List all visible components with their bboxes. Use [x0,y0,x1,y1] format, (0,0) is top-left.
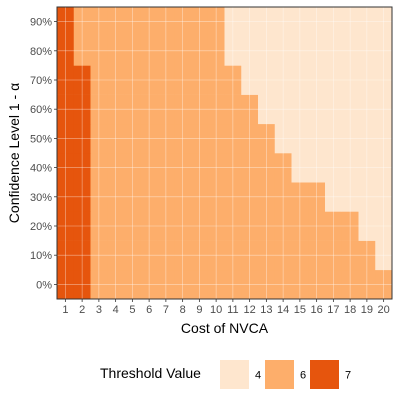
x-tick-label: 1 [62,304,68,316]
y-tick-label: 80% [30,46,52,58]
x-tick-label: 5 [129,304,135,316]
y-tick-label: 70% [30,75,52,87]
x-axis-title: Cost of NVCA [181,320,269,336]
x-tick-label: 9 [196,304,202,316]
legend-key-6 [265,360,294,389]
legend-key-7 [310,360,339,389]
legend-label: 6 [300,370,306,382]
x-axis-ticks: 1 2 3 4 5 6 7 8 9 10 11 12 13 14 15 16 17 18 19 20 [62,299,390,316]
y-tick-label: 0% [36,279,52,291]
legend-key-4 [220,360,249,389]
legend: Threshold Value 4 6 7 [100,360,351,389]
x-tick-label: 13 [260,304,272,316]
y-tick-label: 40% [30,163,52,175]
y-tick-label: 50% [30,133,52,145]
y-tick-label: 60% [30,104,52,116]
x-tick-label: 4 [113,304,119,316]
x-tick-label: 8 [180,304,186,316]
x-tick-label: 18 [344,304,356,316]
alpha-symbol: α [6,83,22,91]
x-tick-label: 10 [210,304,222,316]
x-tick-label: 6 [146,304,152,316]
y-tick-label: 30% [30,192,52,204]
x-tick-label: 17 [327,304,339,316]
y-tick-label: 10% [30,250,52,262]
y-axis-title: Confidence Level 1 - α [6,83,22,223]
legend-title: Threshold Value [100,365,201,381]
x-tick-label: 7 [163,304,169,316]
panel-border [56,6,393,300]
x-tick-label: 19 [361,304,373,316]
x-tick-label: 12 [244,304,256,316]
x-tick-label: 16 [311,304,323,316]
x-tick-label: 3 [96,304,102,316]
x-tick-label: 20 [378,304,390,316]
x-tick-label: 2 [79,304,85,316]
x-tick-label: 14 [277,304,289,316]
legend-label: 4 [255,370,261,382]
y-axis-title-text: Confidence Level 1 - [6,91,22,223]
y-tick-label: 20% [30,221,52,233]
x-tick-label: 11 [227,304,238,316]
x-tick-label: 15 [294,304,306,316]
y-axis-ticks: 0% 10% 20% 30% 40% 50% 60% 70% 80% 90% [30,17,57,291]
legend-label: 7 [345,370,351,382]
gridlines [57,7,392,299]
y-tick-label: 90% [30,17,52,29]
